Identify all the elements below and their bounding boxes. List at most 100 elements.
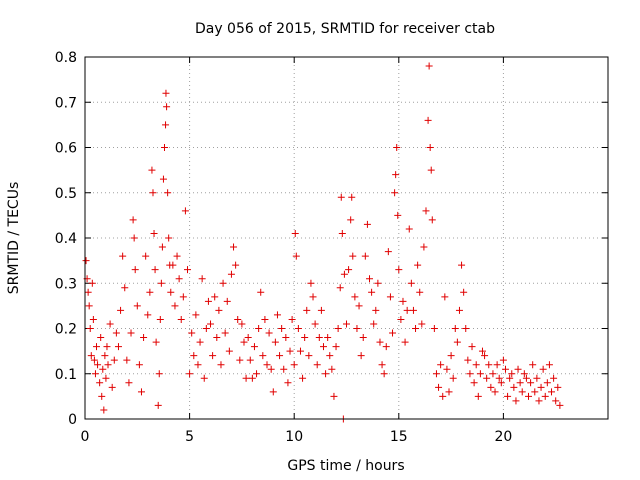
data-point — [424, 116, 432, 124]
data-point — [303, 306, 311, 314]
data-point — [259, 352, 267, 360]
data-point — [357, 352, 365, 360]
data-point — [301, 334, 309, 342]
data-point — [370, 320, 378, 328]
data-point — [250, 343, 258, 351]
data-point — [217, 361, 225, 369]
data-point — [382, 343, 390, 351]
data-point — [294, 325, 302, 332]
data-point — [468, 343, 476, 351]
data-point — [160, 144, 168, 151]
data-point — [202, 325, 210, 332]
data-point — [96, 379, 104, 387]
data-point — [140, 334, 148, 342]
data-point — [340, 270, 348, 278]
data-point — [462, 325, 470, 332]
data-point — [497, 379, 505, 387]
data-point — [129, 216, 137, 224]
data-point — [437, 361, 445, 369]
data-point — [392, 171, 400, 179]
data-point — [441, 293, 449, 301]
data-point — [510, 383, 518, 391]
data-point — [152, 338, 160, 346]
x-tick-label: 15 — [390, 429, 408, 445]
data-point — [453, 338, 461, 346]
data-point — [328, 365, 336, 373]
data-point — [240, 338, 248, 346]
data-point — [296, 347, 304, 355]
data-point — [110, 356, 118, 364]
data-point — [164, 189, 172, 197]
data-point — [103, 343, 111, 351]
data-point — [483, 374, 491, 382]
data-point — [291, 229, 299, 237]
data-point — [99, 365, 107, 373]
data-point — [531, 388, 539, 396]
data-point — [347, 216, 355, 224]
data-point — [317, 306, 325, 314]
data-point — [337, 193, 345, 201]
data-point — [386, 293, 394, 301]
data-point — [290, 361, 298, 369]
data-point — [165, 234, 173, 242]
x-tick-label: 0 — [81, 429, 90, 445]
data-point — [432, 370, 440, 378]
data-point — [246, 356, 254, 364]
data-point — [522, 374, 530, 382]
data-point — [169, 261, 177, 269]
data-point — [119, 252, 127, 260]
x-tick-label: 10 — [285, 429, 303, 445]
data-point — [230, 243, 238, 251]
data-point — [175, 275, 183, 283]
data-point — [548, 388, 556, 396]
y-tick-label: 0.7 — [55, 95, 77, 111]
data-point — [123, 356, 131, 364]
grid-lines — [85, 57, 608, 419]
data-point — [514, 365, 522, 373]
data-point — [194, 361, 202, 369]
data-point — [368, 288, 376, 296]
data-point — [412, 325, 420, 332]
data-point — [137, 388, 145, 396]
data-point — [315, 334, 323, 342]
data-point — [135, 361, 143, 369]
data-point — [242, 374, 250, 382]
data-point — [345, 266, 353, 274]
data-point — [355, 302, 363, 310]
data-point — [491, 388, 499, 396]
data-point — [470, 379, 478, 387]
data-point — [106, 320, 114, 328]
data-point — [158, 243, 166, 251]
data-point — [313, 361, 321, 369]
data-point — [447, 352, 455, 360]
y-tick-label: 0.6 — [55, 141, 77, 157]
data-point — [359, 334, 367, 342]
data-point — [407, 279, 415, 287]
data-point — [271, 338, 279, 346]
data-point — [449, 374, 457, 382]
data-point — [389, 329, 397, 337]
data-point — [104, 361, 112, 369]
data-point — [397, 315, 405, 323]
data-point — [351, 293, 359, 301]
data-point — [82, 257, 90, 265]
data-point — [86, 325, 94, 332]
data-point — [478, 347, 486, 355]
data-point — [366, 275, 374, 283]
data-point — [439, 392, 447, 400]
data-point — [307, 279, 315, 287]
data-point — [435, 383, 443, 391]
data-point — [380, 370, 388, 378]
data-point — [284, 379, 292, 387]
data-point — [319, 343, 327, 351]
data-point — [481, 352, 489, 360]
data-point — [112, 329, 120, 337]
data-point — [322, 370, 330, 378]
data-point — [255, 325, 263, 332]
data-point — [414, 261, 422, 269]
data-point — [455, 306, 463, 314]
data-point — [378, 361, 386, 369]
data-point — [265, 329, 273, 337]
data-point — [518, 388, 526, 396]
